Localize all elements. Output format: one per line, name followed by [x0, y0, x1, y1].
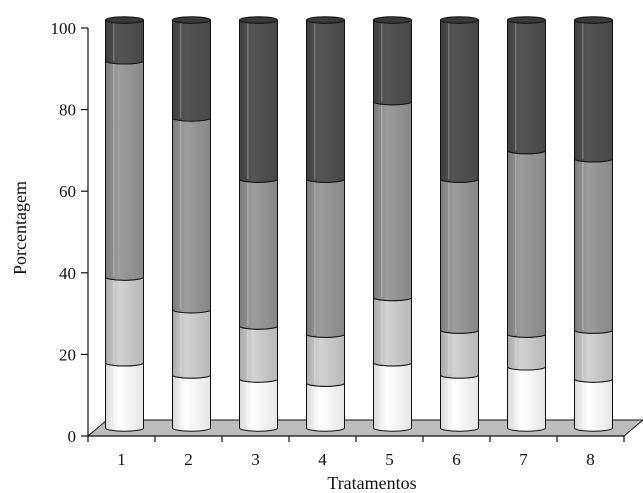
x-tick-label: 5 [385, 450, 394, 469]
bar-segment [440, 374, 479, 432]
bar-segment [105, 362, 144, 432]
bar-segment [239, 378, 278, 432]
x-axis-title: Tratamentos [327, 473, 416, 493]
bar-segment [507, 19, 546, 155]
x-tick-label: 8 [586, 450, 595, 469]
bar-segment [172, 309, 211, 379]
bar-segment [306, 178, 345, 338]
bar-segment [373, 362, 412, 432]
y-axis-ticks: 0 20 40 60 80 100 [51, 19, 88, 446]
bar-stack [440, 16, 479, 432]
x-tick-label: 6 [452, 450, 461, 469]
bar-segment [306, 382, 345, 432]
y-tick-label: 100 [51, 19, 77, 38]
bar-stack [306, 16, 345, 432]
bar-stack [239, 16, 278, 432]
bar-segment [105, 19, 144, 65]
y-tick-label: 20 [59, 345, 76, 364]
x-tick-label: 2 [184, 450, 193, 469]
bar-segment [373, 19, 412, 106]
bar-segment [172, 374, 211, 432]
bar-segment [574, 329, 613, 383]
bar-segment [239, 19, 278, 183]
bar-segment [440, 178, 479, 334]
bar-segment [373, 101, 412, 302]
bar-stack [574, 16, 613, 432]
bar-segment [306, 19, 345, 183]
bar-top-cap [574, 16, 613, 24]
bar-top-cap [105, 16, 144, 24]
bar-top-cap [440, 16, 479, 24]
bar-segment [306, 333, 345, 387]
bar-top-cap [239, 16, 278, 24]
bar-stack [105, 16, 144, 432]
bar-segment [239, 325, 278, 383]
bar-stack [507, 16, 546, 432]
x-tick-label: 7 [519, 450, 528, 469]
bar-top-cap [172, 16, 211, 24]
bar-segment [105, 276, 144, 367]
bar-segment [105, 60, 144, 281]
y-tick-label: 40 [59, 264, 76, 283]
bar-top-cap [507, 16, 546, 24]
x-tick-label: 3 [251, 450, 260, 469]
bar-segment [574, 19, 613, 163]
bar-segment [507, 150, 546, 338]
bar-stack [373, 16, 412, 432]
x-tick-label: 4 [318, 450, 327, 469]
bar-segment [373, 297, 412, 367]
bar-top-cap [306, 16, 345, 24]
floor-plane [86, 419, 643, 437]
bar-segment [172, 19, 211, 122]
x-tick-label: 1 [117, 450, 126, 469]
bar-top-cap [373, 16, 412, 24]
bar-stacks [105, 16, 613, 432]
bar-segment [574, 158, 613, 334]
bar-stack [172, 16, 211, 432]
bar-segment [440, 329, 479, 379]
y-tick-label: 80 [59, 101, 76, 120]
bar-segment [440, 19, 479, 183]
x-axis-ticks: 1 2 3 4 5 6 7 8 [87, 436, 625, 469]
bar-segment [507, 333, 546, 371]
y-tick-label: 0 [68, 427, 77, 446]
y-axis-title: Porcentagem [10, 181, 30, 275]
bar-segment [172, 117, 211, 314]
bar-segment [574, 378, 613, 432]
bar-segment [507, 366, 546, 432]
y-tick-label: 60 [59, 182, 76, 201]
bar-segment [239, 178, 278, 330]
